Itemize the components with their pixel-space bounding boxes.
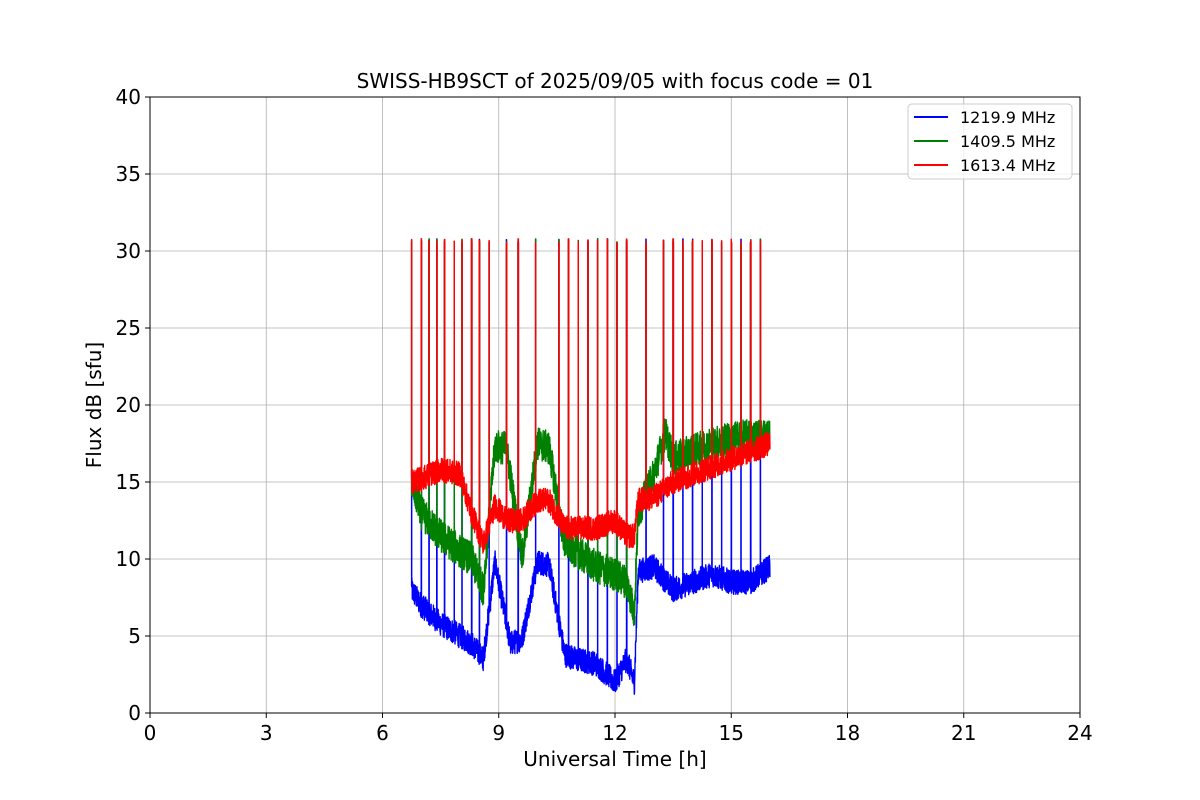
x-tick-label: 12 [602,721,627,745]
y-tick-label: 40 [116,85,141,109]
x-tick-label: 3 [260,721,273,745]
y-axis: 0 5 10 15 20 25 30 35 40 [116,85,150,725]
x-axis-label: Universal Time [h] [523,747,706,771]
x-tick-label: 0 [144,721,157,745]
chart-title: SWISS-HB9SCT of 2025/09/05 with focus co… [357,69,874,93]
legend: 1219.9 MHz 1409.5 MHz 1613.4 MHz [907,103,1073,180]
y-tick-label: 25 [116,316,141,340]
x-tick-label: 6 [376,721,389,745]
series-line [410,238,771,695]
y-tick-label: 35 [116,162,141,186]
y-tick-label: 0 [128,701,141,725]
legend-label: 1409.5 MHz [960,132,1055,151]
x-tick-label: 18 [835,721,860,745]
y-tick-label: 30 [116,239,141,263]
series-line [410,238,771,626]
y-tick-label: 10 [116,547,141,571]
series-line [410,238,771,554]
y-tick-label: 5 [128,624,141,648]
legend-label: 1613.4 MHz [960,156,1055,175]
y-tick-label: 20 [116,393,141,417]
y-tick-label: 15 [116,470,141,494]
x-tick-label: 24 [1067,721,1092,745]
x-tick-label: 9 [492,721,505,745]
grid-lines [149,96,1081,714]
series-layer [410,238,771,695]
y-axis-label: Flux dB [sfu] [82,342,106,468]
x-axis: 0 3 6 9 12 15 18 21 24 [144,713,1093,745]
legend-label: 1219.9 MHz [960,108,1055,127]
legend-box [907,103,1073,180]
x-tick-label: 15 [719,721,744,745]
x-tick-label: 21 [951,721,976,745]
